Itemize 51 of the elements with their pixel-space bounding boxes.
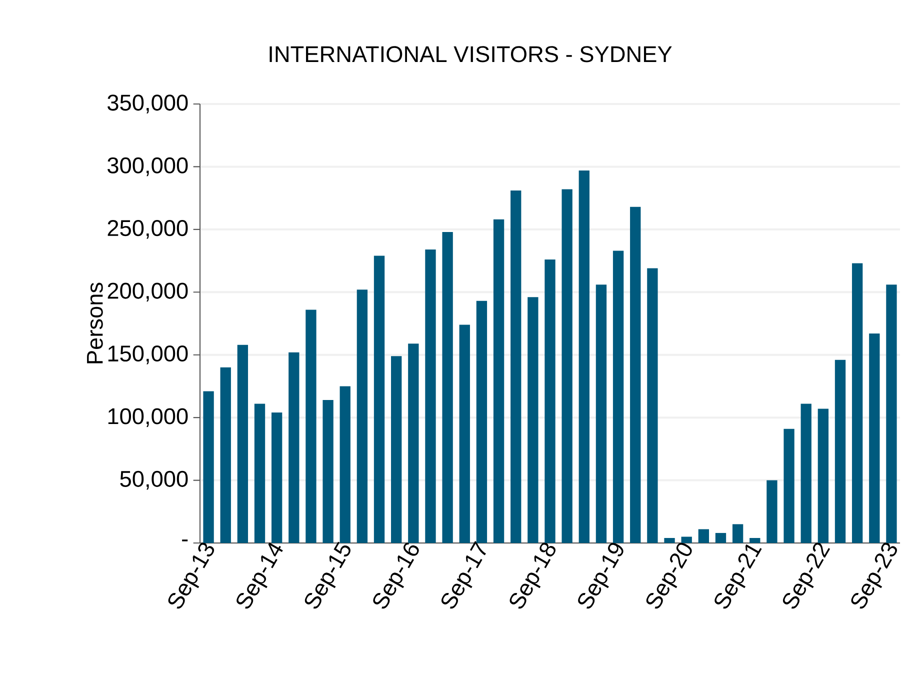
bar [596,284,607,543]
bar [818,408,829,543]
bar [578,170,590,543]
bar [834,360,846,543]
chart-title: INTERNATIONAL VISITORS - SYDNEY [270,46,672,62]
bar [681,536,692,543]
bar [374,256,385,543]
bar [322,400,334,543]
bar [528,297,538,543]
bar [459,324,470,543]
bar [237,344,248,543]
bar [272,412,282,543]
bar [698,529,709,543]
bar [852,263,863,543]
bar [288,352,300,543]
y-tick-label: 300,000 [108,157,188,176]
bar [391,356,402,543]
bar [886,284,897,543]
y-tick-label: 200,000 [108,282,188,302]
bar [493,219,504,543]
bar [664,538,675,543]
y-axis-title: Persons [87,282,103,364]
y-tick-label: 250,000 [108,220,188,239]
bar [732,524,744,543]
bar [476,300,488,543]
y-tick-label: - [182,540,188,542]
y-tick-label: 50,000 [120,470,188,490]
bar [750,538,760,543]
bar [647,268,658,543]
bar [562,189,572,543]
bar [800,404,812,543]
y-tick-label: 150,000 [108,345,188,364]
bar [630,206,641,543]
bar [510,190,522,543]
bar [784,428,794,543]
bar [869,334,880,543]
bar [612,250,624,543]
bar [442,232,453,543]
bar [356,290,368,543]
y-tick-label: 100,000 [108,408,188,427]
bar [340,386,350,543]
bar [408,344,419,543]
bar [254,404,266,543]
bar [715,532,726,543]
bar [425,249,436,543]
bar [220,367,231,543]
bar [544,260,556,543]
bar [766,480,778,543]
y-tick-label: 350,000 [108,94,188,114]
bar [203,391,214,543]
bar [306,310,316,543]
